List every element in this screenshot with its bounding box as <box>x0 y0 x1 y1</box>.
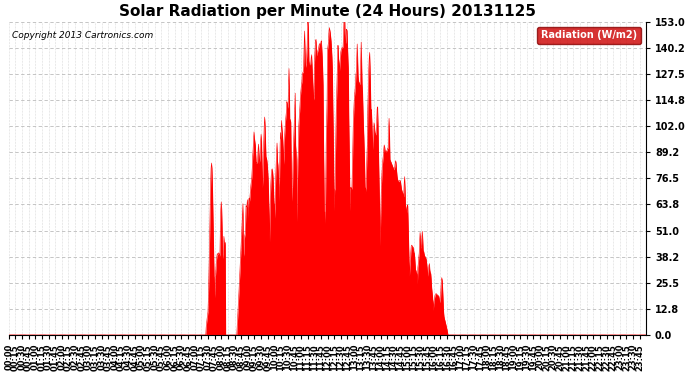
Text: Copyright 2013 Cartronics.com: Copyright 2013 Cartronics.com <box>12 31 153 40</box>
Title: Solar Radiation per Minute (24 Hours) 20131125: Solar Radiation per Minute (24 Hours) 20… <box>119 4 536 19</box>
Legend: Radiation (W/m2): Radiation (W/m2) <box>538 27 641 44</box>
